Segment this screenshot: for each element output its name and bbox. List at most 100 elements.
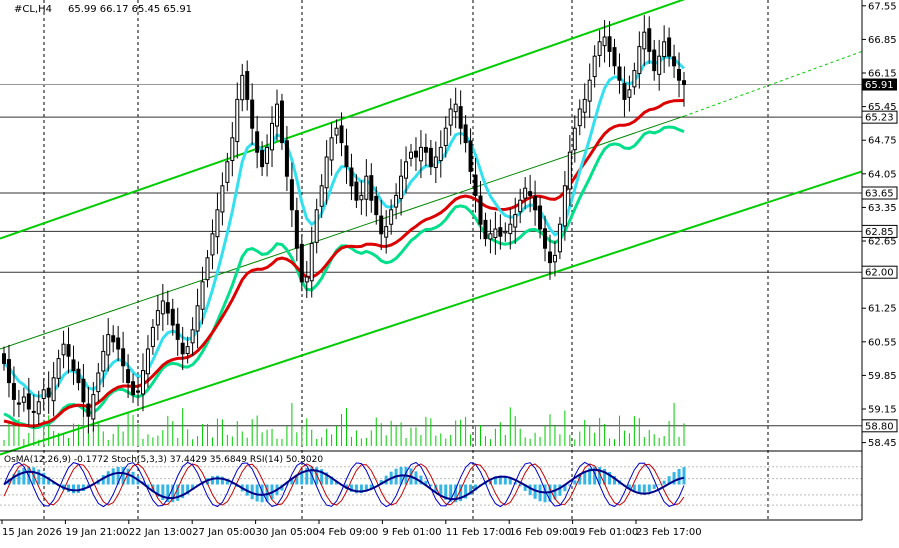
candle-body — [299, 243, 304, 283]
candle-body — [180, 342, 185, 355]
candle-body — [389, 209, 394, 225]
candle-body — [140, 370, 145, 395]
price-tick-label: 67.55 — [868, 1, 897, 12]
candle-body — [255, 131, 260, 153]
candle-body — [121, 348, 126, 367]
candle-body — [334, 127, 339, 136]
candle-body — [245, 71, 250, 100]
candle-body — [523, 187, 528, 199]
candle-body — [364, 175, 369, 200]
candle-body — [344, 145, 349, 168]
time-tick-label: 16 Feb 09:00 — [509, 527, 575, 538]
candle-body — [622, 83, 627, 100]
candle-body — [662, 41, 667, 58]
candle-body — [116, 337, 121, 350]
candle-body — [632, 70, 637, 88]
candle-body — [592, 55, 597, 78]
candle-body — [339, 125, 344, 144]
current-price-box — [862, 78, 897, 91]
candle-body — [354, 181, 359, 201]
time-tick-label: 4 Feb 09:00 — [319, 527, 378, 538]
candle-body — [404, 161, 409, 179]
candle-body — [309, 242, 314, 282]
candle-body — [538, 205, 543, 230]
candle-body — [428, 147, 433, 168]
candle-body — [210, 233, 215, 256]
candle-body — [399, 175, 404, 199]
candle-body — [41, 389, 46, 400]
candle-body — [533, 196, 538, 211]
time-tick-label: 11 Feb 17:00 — [446, 527, 512, 538]
candle-body — [374, 195, 379, 216]
candle-body — [51, 377, 56, 402]
volume-bars — [3, 402, 685, 446]
candle-body — [587, 79, 592, 102]
candle-body — [508, 223, 513, 235]
candle-body — [567, 151, 572, 190]
candle-body — [349, 167, 354, 187]
candle-body — [6, 359, 11, 384]
candle-body — [418, 146, 423, 162]
candle-body — [647, 28, 652, 52]
candle-body — [379, 215, 384, 235]
candle-body — [165, 302, 170, 314]
candle-body — [438, 146, 443, 162]
candle-body — [76, 368, 81, 384]
price-tick-label: 65.45 — [868, 102, 897, 113]
candle-body — [433, 156, 438, 169]
candle-body — [597, 41, 602, 56]
candle-body — [369, 175, 374, 201]
candle-body — [145, 348, 150, 375]
channel-lower-line — [0, 170, 863, 456]
candle-body — [205, 257, 210, 281]
price-tick-label: 61.25 — [868, 304, 897, 315]
candle-body — [543, 228, 548, 249]
candle-body — [503, 230, 508, 234]
level-box — [861, 110, 898, 124]
level-box — [861, 265, 898, 279]
candle-body — [498, 227, 503, 237]
candle-body — [483, 219, 488, 240]
time-tick-label: 19 Feb 01:00 — [573, 527, 639, 538]
price-tick-label: 64.05 — [868, 169, 897, 180]
candle-body — [528, 191, 533, 196]
candle-body — [101, 350, 106, 372]
candle-body — [16, 402, 21, 405]
candle-body — [250, 99, 255, 129]
candle-body — [359, 194, 364, 201]
candle-body — [2, 353, 6, 364]
ema-fast-line — [3, 55, 686, 398]
candle-body — [667, 37, 672, 57]
candle-body — [493, 228, 498, 239]
candle-body — [215, 209, 220, 238]
candle-body — [46, 387, 51, 398]
candle-body — [582, 98, 587, 113]
candle-body — [150, 326, 155, 347]
price-tick-label: 59.15 — [868, 405, 897, 416]
stoch-signal-line — [3, 463, 685, 506]
ohlc-readout: 65.99 66.17 65.45 65.91 — [68, 4, 192, 15]
candle-body — [552, 254, 557, 263]
price-tick-label: 63.35 — [868, 203, 897, 214]
candle-body — [96, 372, 101, 393]
candle-body — [488, 233, 493, 240]
candle-body — [220, 185, 225, 213]
candle-body — [21, 396, 26, 403]
price-axis: 67.55 66.85 66.15 65.45 64.75 64.05 63.35 62.65… — [861, 1, 898, 449]
candle-body — [612, 47, 617, 67]
level-box — [861, 224, 898, 238]
candle-body — [230, 137, 235, 162]
candle-body — [677, 68, 682, 81]
price-tick-label: 62.65 — [868, 237, 897, 248]
candle-body — [240, 74, 245, 101]
candle-body — [91, 394, 96, 420]
symbol-label: #CL,H4 — [14, 4, 52, 15]
candle-body — [131, 381, 136, 396]
price-tick-label: 58.45 — [868, 438, 897, 449]
candle-body — [513, 214, 518, 228]
candle-body — [155, 310, 160, 326]
candle-body — [572, 127, 577, 151]
candle-body — [270, 122, 275, 151]
